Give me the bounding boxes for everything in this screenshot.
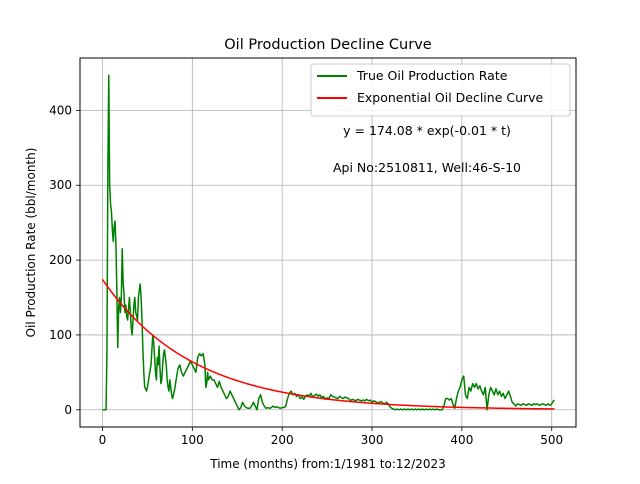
plot-frame: [79, 57, 577, 428]
legend-box: [310, 63, 571, 117]
equation-annotation: y = 174.08 * exp(-0.01 * t): [343, 123, 511, 138]
y-tick-label: 300: [49, 178, 72, 192]
series-line-decline-curve: [101, 279, 555, 410]
axis-ticks: 0 100 200 300 400 500 0 100 200 300 400: [49, 103, 563, 447]
x-tick-label: 300: [361, 433, 384, 447]
y-tick-label: 100: [49, 328, 72, 342]
chart-title: Oil Production Decline Curve: [224, 37, 432, 53]
y-axis-label: Oil Production Rate (bbl/month): [24, 148, 38, 338]
legend-label-true-rate: True Oil Production Rate: [356, 68, 508, 83]
x-axis-label: Time (months) from:1/1981 to:12/2023: [209, 457, 446, 471]
plot-series: [101, 74, 555, 411]
well-annotation: Api No:2510811, Well:46-S-10: [333, 160, 521, 175]
x-tick-label: 200: [271, 433, 294, 447]
x-tick-label: 500: [540, 433, 563, 447]
x-tick-label: 0: [99, 433, 107, 447]
y-tick-label: 200: [49, 253, 72, 267]
y-tick-label: 400: [49, 103, 72, 117]
legend-label-decline-curve: Exponential Oil Decline Curve: [357, 90, 544, 105]
y-tick-label: 0: [64, 403, 72, 417]
legend: True Oil Production Rate Exponential Oil…: [310, 63, 571, 117]
x-tick-label: 400: [450, 433, 473, 447]
x-tick-label: 100: [181, 433, 204, 447]
